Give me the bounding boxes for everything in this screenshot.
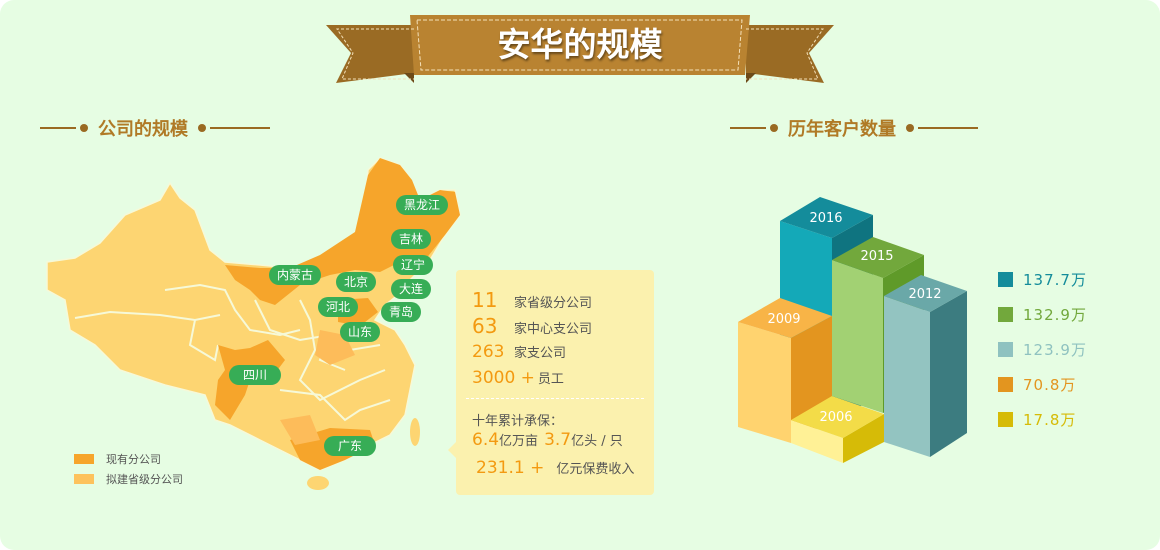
- map-label-heilongjiang[interactable]: 黑龙江: [396, 195, 449, 215]
- legend-swatch-existing: [74, 454, 94, 464]
- ribbon-left: [326, 25, 414, 83]
- ribbon-right: [746, 25, 834, 83]
- legend-item: 123.9万: [998, 332, 1087, 367]
- chart-legend: 137.7万 132.9万 123.9万 70.8万 17.8万: [998, 262, 1087, 437]
- bar-label-2012: 2012: [908, 287, 941, 302]
- map-label-guangdong[interactable]: 广东: [324, 436, 376, 456]
- map-label-hebei[interactable]: 河北: [318, 297, 359, 317]
- legend-item: 17.8万: [998, 402, 1087, 437]
- legend-item: 132.9万: [998, 297, 1087, 332]
- legend-item: 70.8万: [998, 367, 1087, 402]
- legend-item: 137.7万: [998, 262, 1087, 297]
- map-label-shandong[interactable]: 山东: [340, 322, 381, 342]
- ribbon-center: [410, 15, 750, 75]
- hainan: [307, 476, 329, 490]
- map-label-neimenggu[interactable]: 内蒙古: [269, 265, 322, 285]
- taiwan: [410, 418, 420, 446]
- map-label-jilin[interactable]: 吉林: [391, 229, 432, 249]
- legend-swatch-planned: [74, 474, 94, 484]
- title-banner: [326, 15, 834, 83]
- bar-label-2009: 2009: [767, 312, 800, 327]
- bar-label-2006: 2006: [819, 410, 852, 425]
- map-label-liaoning[interactable]: 辽宁: [393, 255, 434, 275]
- map-label-qingdao[interactable]: 青岛: [381, 302, 422, 322]
- divider: [466, 398, 644, 399]
- section-title-company: 公司的规模: [40, 113, 270, 143]
- map-label-sichuan[interactable]: 四川: [229, 365, 281, 385]
- section-title-customers: 历年客户数量: [730, 113, 978, 143]
- bar-label-2016: 2016: [809, 211, 842, 226]
- page-title: 安华的规模: [497, 25, 663, 64]
- map-label-beijing[interactable]: 北京: [336, 272, 377, 292]
- bar-2006: 2006: [791, 396, 884, 463]
- bar-2012: 2012: [884, 275, 967, 457]
- company-stats-panel: 11 家省级分公司 63 家中心支公司 263 家支公司 3000 + 员工 十年累计承…: [448, 270, 654, 495]
- map-label-dalian[interactable]: 大连: [391, 279, 432, 299]
- map-legend: 现有分公司 拟建省级分公司: [74, 449, 183, 489]
- bar-label-2015: 2015: [860, 249, 893, 264]
